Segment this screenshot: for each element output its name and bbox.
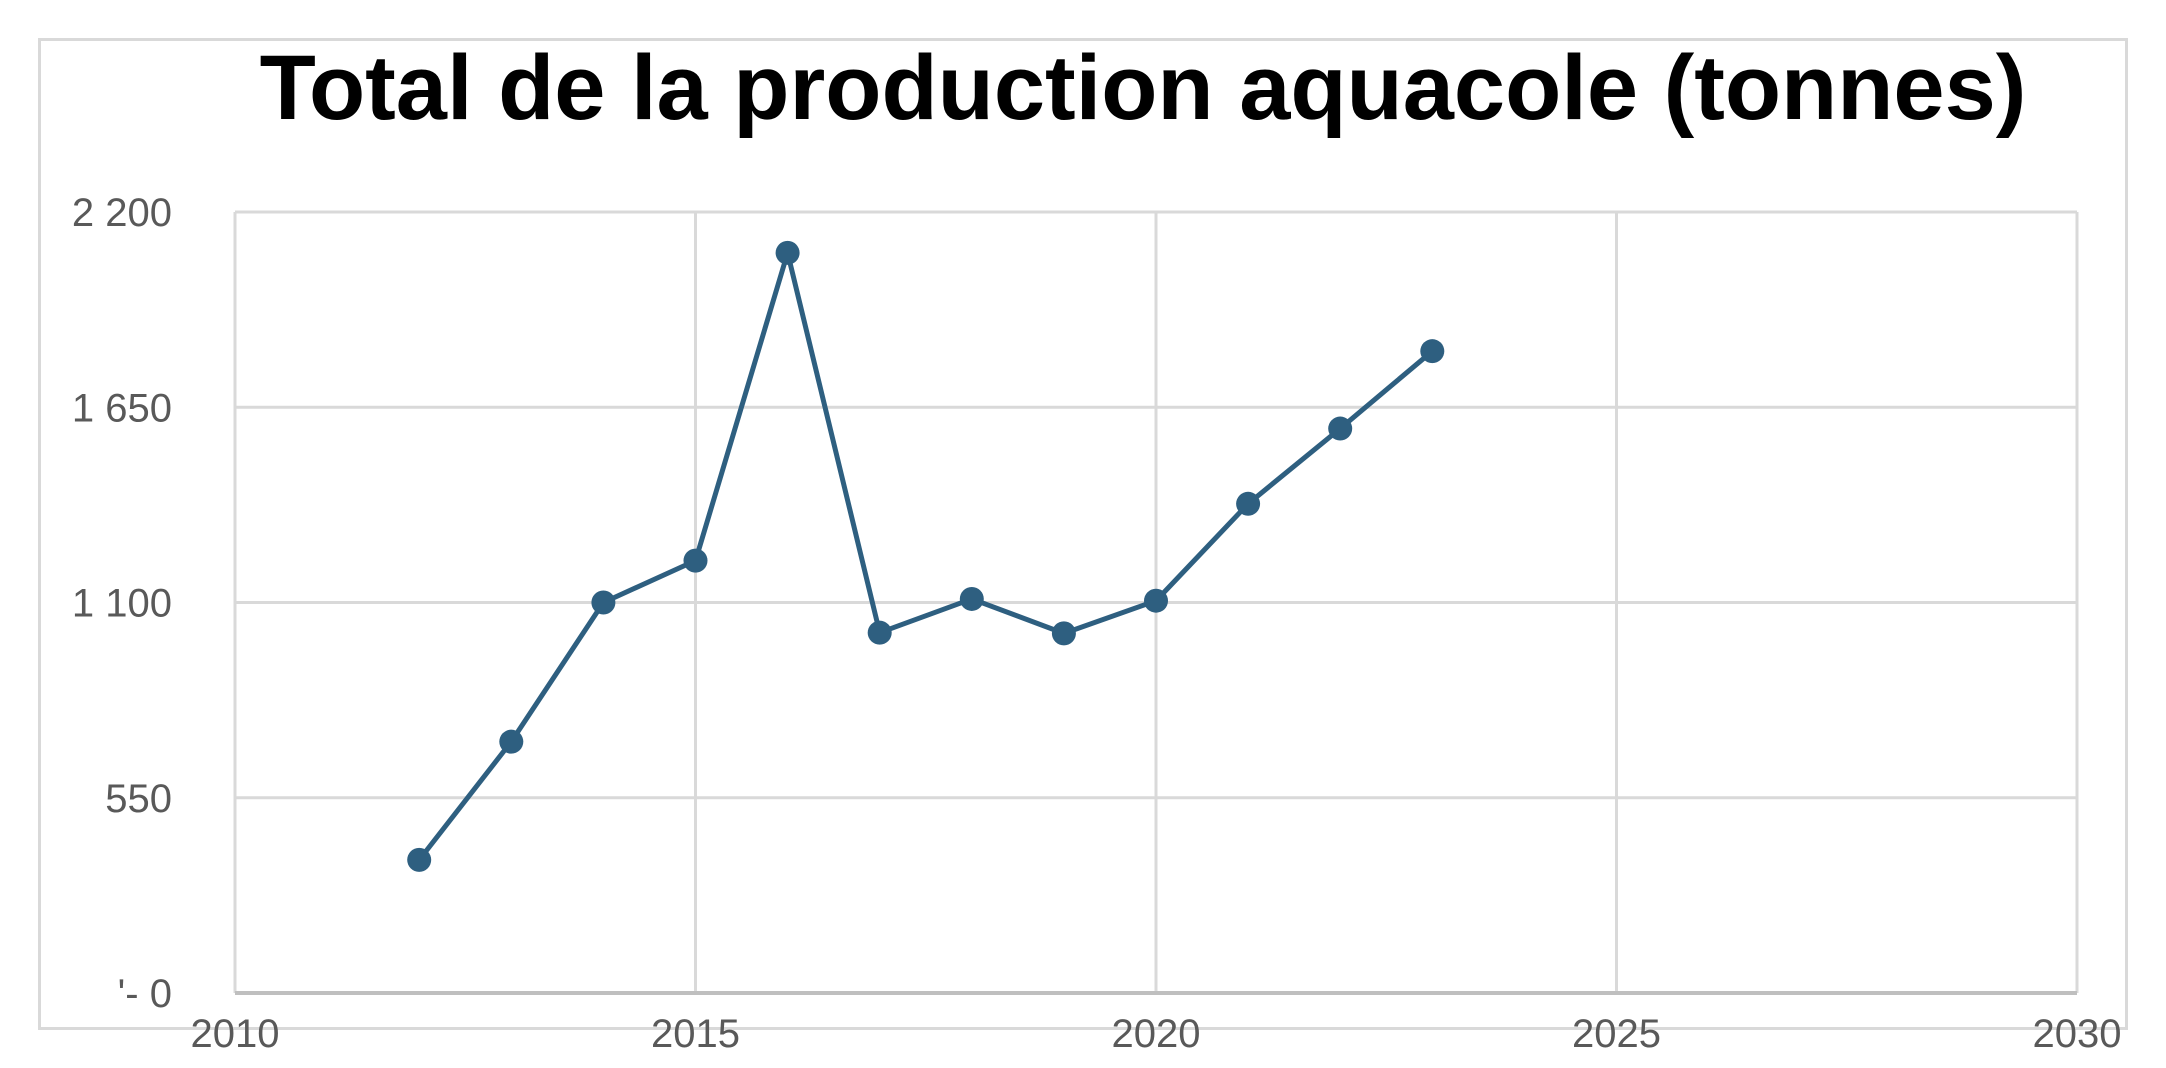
data-point xyxy=(499,729,524,754)
x-tick-labels: 2010 2015 2020 2025 2030 xyxy=(191,1012,2122,1056)
data-point xyxy=(1328,416,1353,441)
axes xyxy=(233,212,2077,995)
data-point xyxy=(407,847,432,872)
chart-frame xyxy=(38,38,2128,1030)
data-point xyxy=(775,240,800,265)
y-tick-label: 2 200 xyxy=(72,191,172,235)
y-tick-labels: '- 0 550 1 100 1 650 2 200 xyxy=(72,191,172,1016)
series-group xyxy=(407,240,1445,872)
y-tick-label: 550 xyxy=(105,777,172,821)
data-point xyxy=(1236,491,1261,516)
x-tick-label: 2025 xyxy=(1572,1012,1661,1056)
data-point xyxy=(1051,621,1076,646)
x-tick-label: 2030 xyxy=(2033,1012,2122,1056)
data-point xyxy=(683,548,708,573)
x-tick-label: 2015 xyxy=(651,1012,740,1056)
y-tick-label: '- 0 xyxy=(118,972,172,1016)
y-tick-label: 1 100 xyxy=(72,582,172,626)
x-tick-label: 2020 xyxy=(1112,1012,1201,1056)
data-point xyxy=(1144,588,1168,613)
series-line xyxy=(416,250,1435,863)
data-point xyxy=(591,590,616,615)
x-tick-label: 2010 xyxy=(191,1012,280,1056)
y-tick-label: 1 650 xyxy=(72,386,172,430)
data-point xyxy=(867,620,892,645)
data-point xyxy=(1420,339,1445,364)
chart-title: Total de la production aquacole (tonnes) xyxy=(259,37,2027,139)
data-point xyxy=(959,586,984,611)
